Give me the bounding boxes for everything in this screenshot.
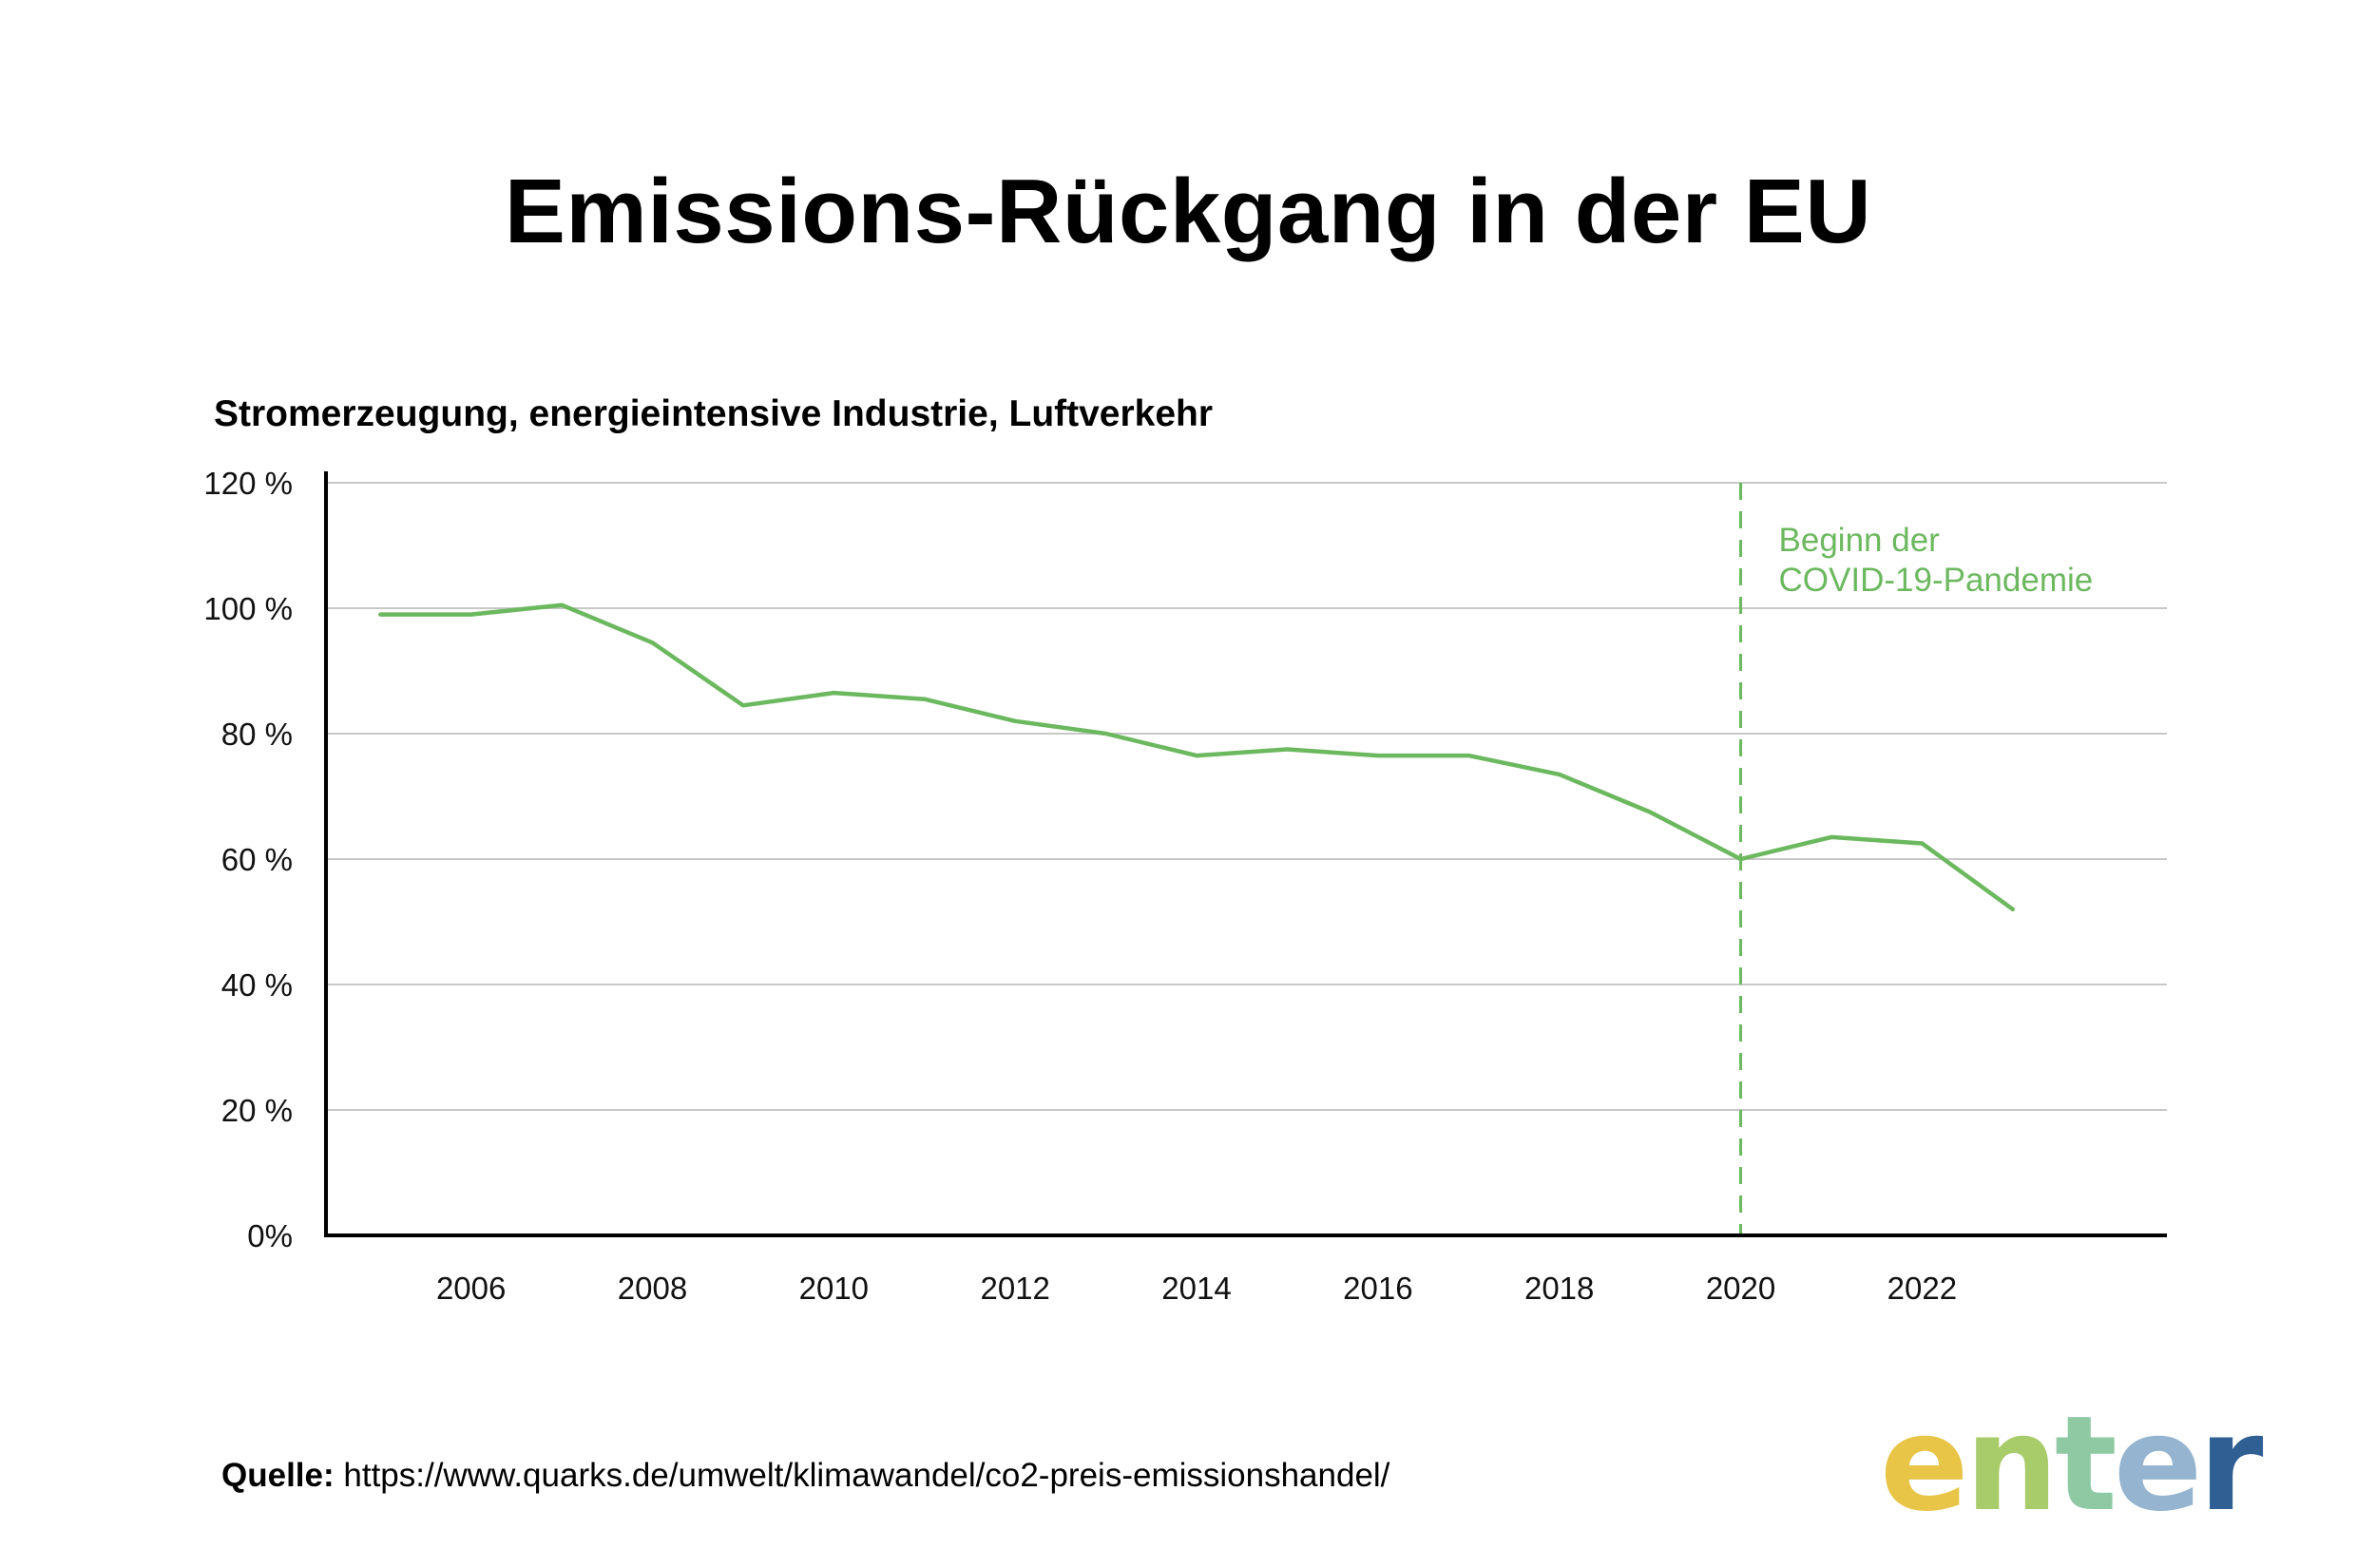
- x-tick-label: 2012: [980, 1271, 1049, 1306]
- x-tick-label: 2008: [618, 1271, 687, 1306]
- x-tick-label: 2016: [1343, 1271, 1412, 1306]
- source-label: Quelle:: [221, 1457, 335, 1494]
- logo-letter: r: [2198, 1387, 2263, 1540]
- axes: [324, 471, 2167, 1237]
- x-axis-ticks: 2006 2008 2010 2012 2014 2016 2018 2020 2022: [436, 1271, 1957, 1306]
- source-url[interactable]: https://www.quarks.de/umwelt/klimawandel…: [343, 1457, 1390, 1494]
- x-tick-label: 2020: [1706, 1271, 1775, 1306]
- chart-subtitle: Stromerzeugung, energieintensive Industr…: [214, 393, 1214, 434]
- logo-letter: e: [2113, 1387, 2203, 1540]
- logo-letter: e: [1880, 1387, 1969, 1540]
- y-tick-label: 80 %: [221, 717, 293, 752]
- y-tick-label: 100 %: [203, 591, 293, 626]
- x-tick-label: 2022: [1887, 1271, 1957, 1306]
- x-tick-label: 2018: [1524, 1271, 1594, 1306]
- y-tick-label: 0%: [247, 1218, 293, 1253]
- annotation-text: COVID-19-Pandemie: [1779, 562, 2094, 599]
- x-tick-label: 2006: [436, 1271, 506, 1306]
- y-tick-label: 40 %: [221, 967, 293, 1003]
- annotation-text: Beginn der: [1779, 522, 1941, 559]
- y-axis-ticks: 0% 20 % 40 % 60 % 80 % 100 % 120 %: [203, 466, 293, 1253]
- enter-logo: enter: [1880, 1387, 2264, 1540]
- emissions-line: [378, 602, 2016, 912]
- source-note: Quelle: https://www.quarks.de/umwelt/kli…: [221, 1457, 1389, 1495]
- x-tick-label: 2014: [1161, 1271, 1231, 1306]
- gridlines: [326, 482, 2167, 1111]
- logo-letter: t: [2054, 1387, 2117, 1540]
- chart-title: Emissions-Rückgang in der EU: [504, 161, 1872, 262]
- x-tick-label: 2010: [799, 1271, 869, 1306]
- y-tick-label: 60 %: [221, 842, 293, 877]
- emissions-series: [378, 602, 2016, 912]
- logo-letter: n: [1964, 1387, 2059, 1540]
- y-tick-label: 20 %: [221, 1093, 293, 1128]
- y-tick-label: 120 %: [203, 466, 293, 501]
